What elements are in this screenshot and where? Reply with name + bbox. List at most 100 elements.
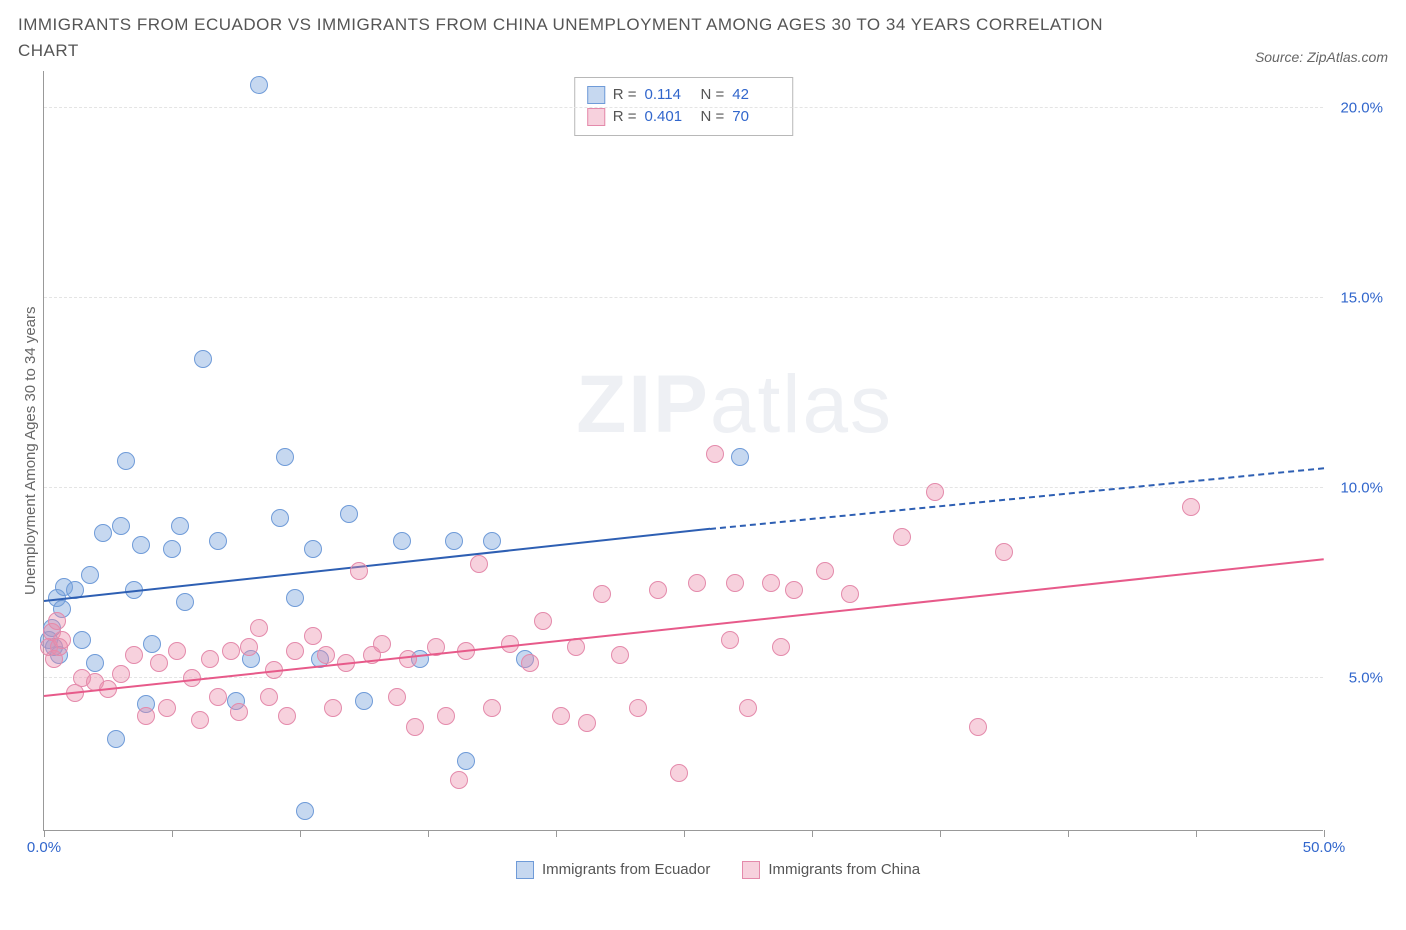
data-point <box>191 711 209 729</box>
x-tick <box>428 830 429 837</box>
y-tick-label: 5.0% <box>1328 669 1383 686</box>
data-point <box>373 635 391 653</box>
data-point <box>158 699 176 717</box>
legend-label: Immigrants from Ecuador <box>542 861 710 878</box>
data-point <box>457 752 475 770</box>
data-point <box>304 627 322 645</box>
y-tick-label: 20.0% <box>1328 99 1383 116</box>
data-point <box>731 448 749 466</box>
data-point <box>73 631 91 649</box>
data-point <box>393 532 411 550</box>
data-point <box>317 646 335 664</box>
legend-stat-row: R =0.114N =42 <box>587 84 781 107</box>
gridline <box>44 297 1323 298</box>
data-point <box>762 574 780 592</box>
data-point <box>1182 498 1200 516</box>
data-point <box>688 574 706 592</box>
x-tick <box>1196 830 1197 837</box>
x-tick-label: 0.0% <box>27 839 61 856</box>
data-point <box>670 764 688 782</box>
data-point <box>112 517 130 535</box>
legend-label: Immigrants from China <box>768 861 920 878</box>
data-point <box>552 707 570 725</box>
x-tick-label: 50.0% <box>1303 839 1346 856</box>
legend-swatch <box>516 861 534 879</box>
x-tick <box>300 830 301 837</box>
r-value: 0.114 <box>645 84 693 107</box>
legend-swatch <box>587 108 605 126</box>
data-point <box>250 619 268 637</box>
legend-swatch <box>587 86 605 104</box>
data-point <box>143 635 161 653</box>
n-value: 70 <box>732 106 780 129</box>
data-point <box>94 524 112 542</box>
data-point <box>53 631 71 649</box>
data-point <box>893 528 911 546</box>
data-point <box>86 654 104 672</box>
data-point <box>112 665 130 683</box>
data-point <box>163 540 181 558</box>
n-label: N = <box>701 84 725 107</box>
r-value: 0.401 <box>645 106 693 129</box>
data-point <box>388 688 406 706</box>
data-point <box>406 718 424 736</box>
data-point <box>168 642 186 660</box>
data-point <box>521 654 539 672</box>
r-label: R = <box>613 106 637 129</box>
data-point <box>137 707 155 725</box>
data-point <box>340 505 358 523</box>
data-point <box>222 642 240 660</box>
data-point <box>324 699 342 717</box>
data-point <box>567 638 585 656</box>
data-point <box>355 692 373 710</box>
x-tick <box>940 830 941 837</box>
x-tick <box>812 830 813 837</box>
data-point <box>286 642 304 660</box>
data-point <box>230 703 248 721</box>
x-tick <box>44 830 45 837</box>
data-point <box>201 650 219 668</box>
data-point <box>629 699 647 717</box>
data-point <box>276 448 294 466</box>
data-point <box>209 532 227 550</box>
data-point <box>260 688 278 706</box>
x-tick <box>1068 830 1069 837</box>
data-point <box>816 562 834 580</box>
data-point <box>721 631 739 649</box>
x-tick <box>172 830 173 837</box>
y-tick-label: 10.0% <box>1328 479 1383 496</box>
data-point <box>649 581 667 599</box>
data-point <box>304 540 322 558</box>
data-point <box>926 483 944 501</box>
source-label: Source: ZipAtlas.com <box>1255 49 1388 65</box>
data-point <box>150 654 168 672</box>
data-point <box>534 612 552 630</box>
data-point <box>209 688 227 706</box>
data-point <box>445 532 463 550</box>
data-point <box>271 509 289 527</box>
n-value: 42 <box>732 84 780 107</box>
data-point <box>132 536 150 554</box>
chart-title: IMMIGRANTS FROM ECUADOR VS IMMIGRANTS FR… <box>18 12 1118 65</box>
data-point <box>286 589 304 607</box>
data-point <box>240 638 258 656</box>
data-point <box>176 593 194 611</box>
data-point <box>350 562 368 580</box>
data-point <box>48 612 66 630</box>
data-point <box>772 638 790 656</box>
data-point <box>578 714 596 732</box>
data-point <box>437 707 455 725</box>
data-point <box>841 585 859 603</box>
data-point <box>483 532 501 550</box>
x-tick <box>1324 830 1325 837</box>
data-point <box>171 517 189 535</box>
data-point <box>593 585 611 603</box>
data-point <box>125 646 143 664</box>
y-axis-label: Unemployment Among Ages 30 to 34 years <box>18 71 43 831</box>
scatter-plot: ZIPatlas R =0.114N =42R =0.401N =70 5.0%… <box>43 71 1323 831</box>
gridline <box>44 107 1323 108</box>
legend-item: Immigrants from China <box>742 861 920 879</box>
series-legend: Immigrants from Ecuador Immigrants from C… <box>48 861 1388 879</box>
data-point <box>706 445 724 463</box>
data-point <box>81 566 99 584</box>
